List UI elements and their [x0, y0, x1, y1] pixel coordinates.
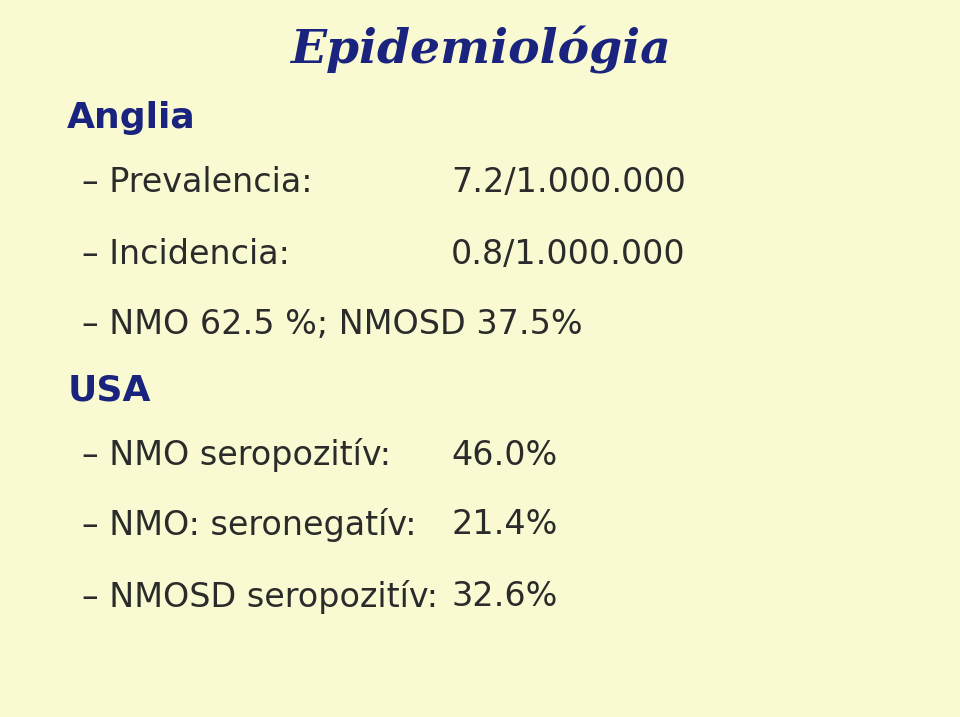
Text: 0.8/1.000.000: 0.8/1.000.000	[451, 238, 685, 271]
Text: – Incidencia:: – Incidencia:	[82, 238, 290, 271]
Text: – Prevalencia:: – Prevalencia:	[82, 166, 312, 199]
Text: USA: USA	[67, 374, 151, 408]
Text: – NMOSD seropozitív:: – NMOSD seropozitív:	[82, 579, 438, 614]
Text: Epidemiológia: Epidemiológia	[290, 27, 670, 74]
Text: – NMO: seronegatív:: – NMO: seronegatív:	[82, 508, 416, 542]
Text: 21.4%: 21.4%	[451, 508, 558, 541]
Text: 46.0%: 46.0%	[451, 439, 558, 472]
Text: – NMO seropozitív:: – NMO seropozitív:	[82, 438, 391, 473]
Text: – NMO 62.5 %; NMOSD 37.5%: – NMO 62.5 %; NMOSD 37.5%	[82, 308, 582, 341]
Text: Anglia: Anglia	[67, 101, 196, 136]
Text: 32.6%: 32.6%	[451, 580, 558, 613]
Text: 7.2/1.000.000: 7.2/1.000.000	[451, 166, 686, 199]
